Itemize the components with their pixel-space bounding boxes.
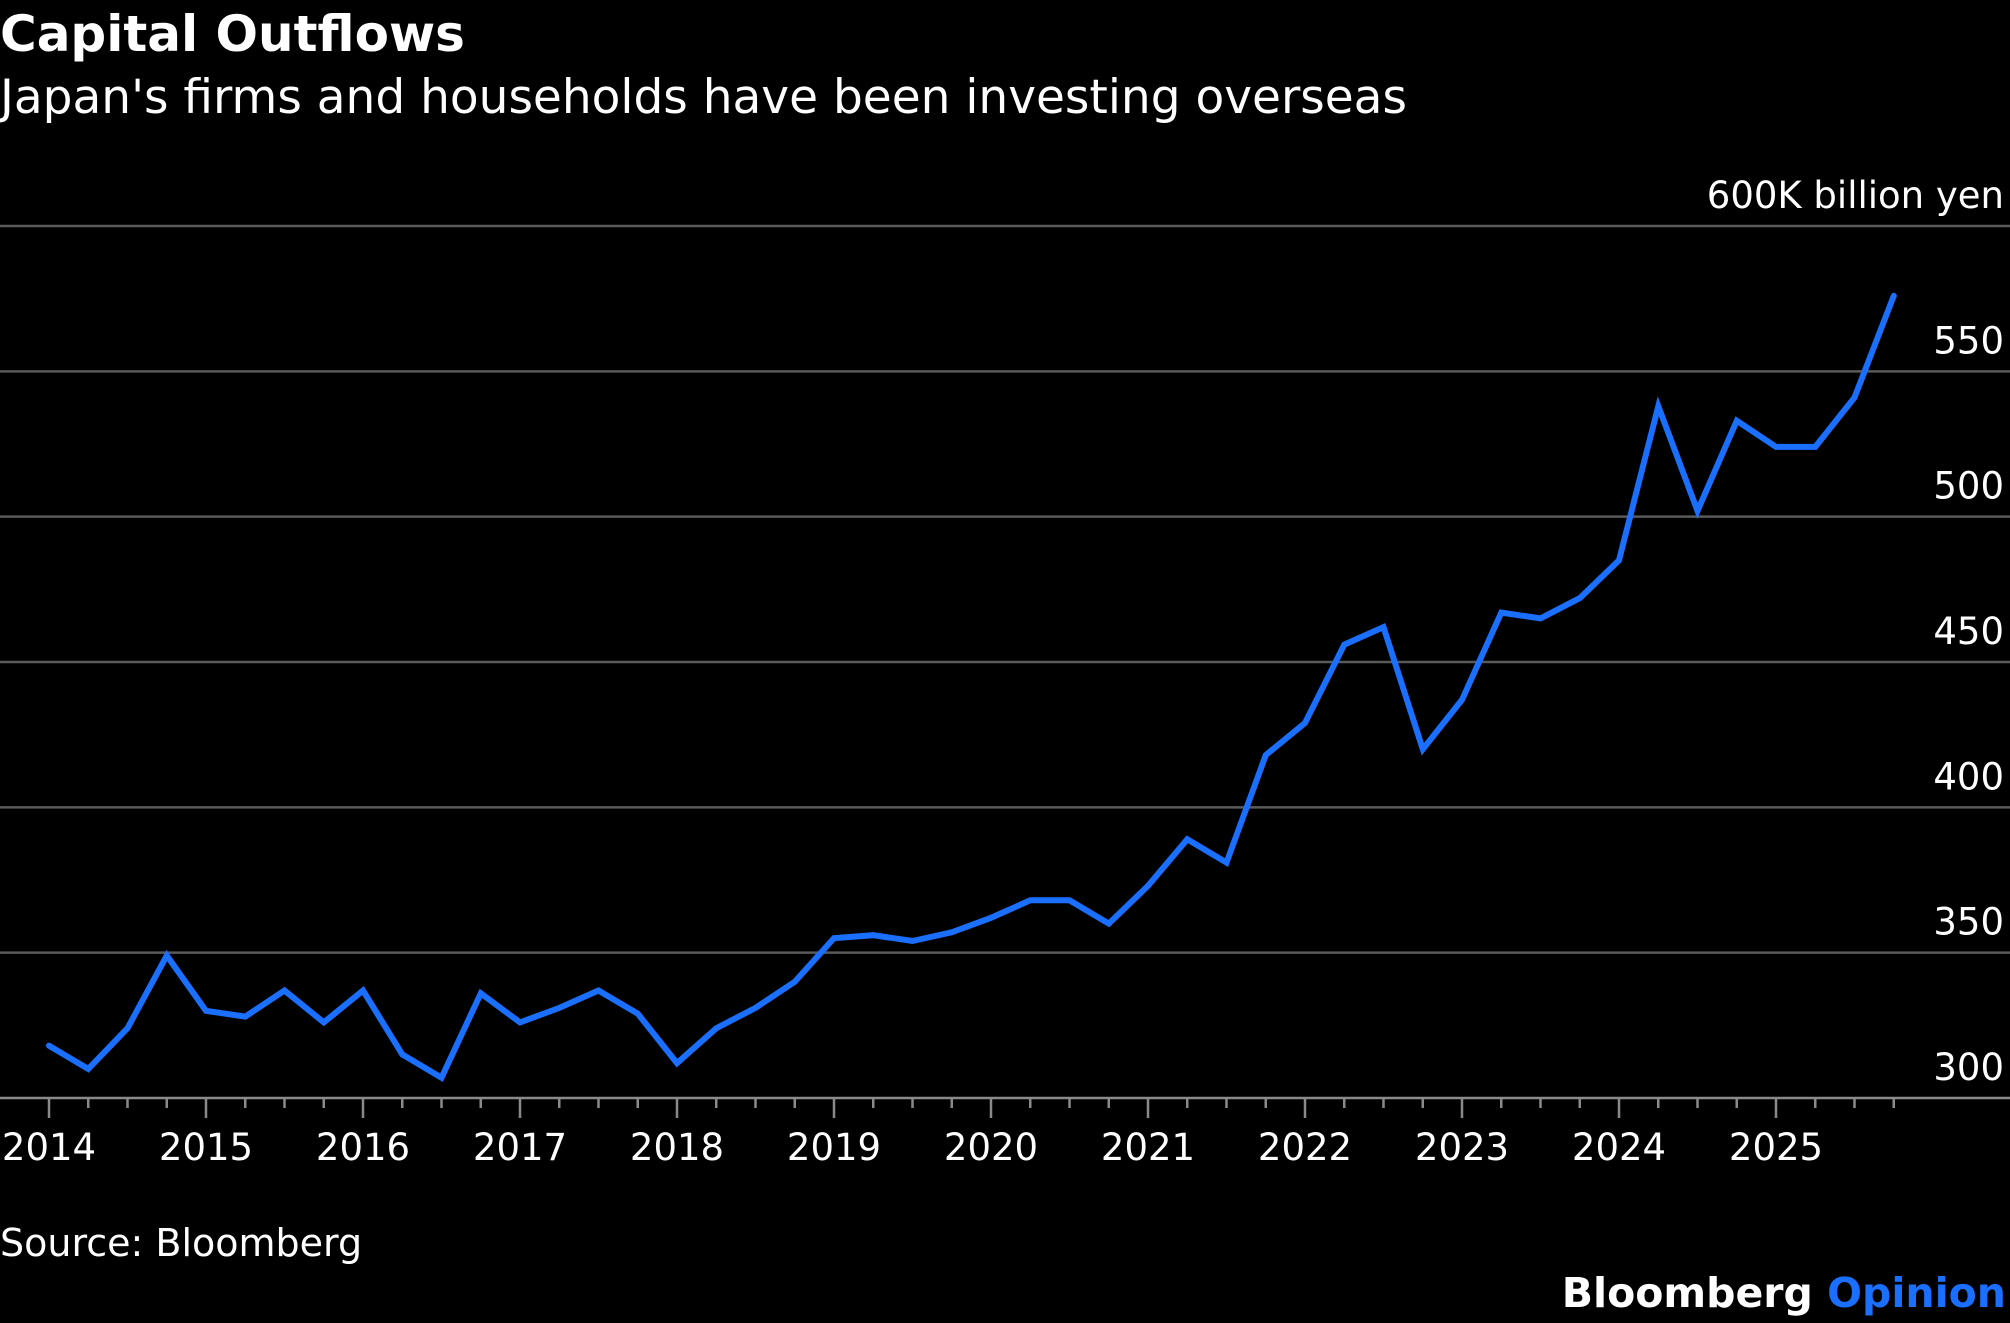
data-point-2023-Q4 xyxy=(1577,595,1583,601)
y-tick-label-300: 300 xyxy=(1933,1046,2004,1089)
series-layer xyxy=(46,292,1897,1082)
data-point-2016-Q3 xyxy=(439,1075,445,1081)
data-point-2021-Q1 xyxy=(1145,883,1151,889)
data-point-2021-Q2 xyxy=(1184,836,1190,842)
y-tick-label-500: 500 xyxy=(1933,465,2004,508)
data-point-2018-Q2 xyxy=(713,1025,719,1031)
data-point-2017-Q2 xyxy=(556,1005,562,1011)
y-tick-label-400: 400 xyxy=(1933,755,2004,798)
brand-opinion: Opinion xyxy=(1827,1269,2006,1317)
data-point-2016-Q2 xyxy=(399,1051,405,1057)
data-point-2019-Q2 xyxy=(870,932,876,938)
data-point-2024-Q4 xyxy=(1734,418,1740,424)
data-point-2015-Q2 xyxy=(242,1014,248,1020)
x-tick-label-2019: 2019 xyxy=(787,1126,881,1169)
data-point-2024-Q1 xyxy=(1616,557,1622,563)
data-point-2016-Q4 xyxy=(478,990,484,996)
data-point-2017-Q1 xyxy=(517,1019,523,1025)
data-point-2025-Q2 xyxy=(1812,444,1818,450)
data-point-2016-Q1 xyxy=(360,987,366,993)
chart-title: Capital Outflows xyxy=(0,5,465,63)
data-point-2014-Q3 xyxy=(125,1025,131,1031)
data-point-2014-Q1 xyxy=(46,1043,52,1049)
data-point-2023-Q2 xyxy=(1498,610,1504,616)
brand-logo: Bloomberg Opinion xyxy=(1562,1265,2006,1321)
y-tick-label-600: 600K billion yen xyxy=(1707,174,2004,217)
x-tick-label-2020: 2020 xyxy=(944,1126,1038,1169)
data-point-2015-Q3 xyxy=(282,987,288,993)
data-point-2022-Q2 xyxy=(1341,642,1347,648)
x-tick-label-2024: 2024 xyxy=(1572,1126,1666,1169)
data-point-2025-Q3 xyxy=(1852,394,1858,400)
data-point-2022-Q4 xyxy=(1420,746,1426,752)
data-point-2018-Q1 xyxy=(674,1060,680,1066)
brand-name: Bloomberg xyxy=(1561,1269,1813,1317)
series-line-0 xyxy=(46,292,1897,1082)
y-axis-tick-labels: 600K billion yen 550 500 450 400 350 300 xyxy=(1707,174,2004,1089)
data-point-2025-Q4 xyxy=(1891,293,1897,299)
gridlines xyxy=(0,224,2010,954)
data-point-2020-Q3 xyxy=(1067,897,1073,903)
data-point-2020-Q1 xyxy=(988,915,994,921)
chart-subtitle: Japan's firms and households have been i… xyxy=(0,70,1407,125)
x-tick-label-2021: 2021 xyxy=(1101,1126,1195,1169)
x-tick-label-2022: 2022 xyxy=(1258,1126,1352,1169)
x-tick-label-2015: 2015 xyxy=(159,1126,253,1169)
data-point-2015-Q1 xyxy=(203,1008,209,1014)
source-note: Source: Bloomberg xyxy=(0,1221,363,1265)
data-point-2024-Q3 xyxy=(1695,508,1701,514)
x-axis xyxy=(0,1096,2010,1118)
data-point-2020-Q4 xyxy=(1106,921,1112,927)
data-point-2021-Q3 xyxy=(1224,860,1230,866)
data-point-2014-Q2 xyxy=(85,1066,91,1072)
data-point-2023-Q1 xyxy=(1459,697,1465,703)
y-tick-label-550: 550 xyxy=(1933,319,2004,362)
x-axis-tick-labels: 2014 2015 2016 2017 2018 2019 2020 2021 2022 2023… xyxy=(2,1126,1823,1169)
data-point-2017-Q3 xyxy=(596,987,602,993)
data-point-2015-Q4 xyxy=(321,1019,327,1025)
y-tick-label-350: 350 xyxy=(1933,901,2004,944)
data-point-2014-Q4 xyxy=(164,953,170,959)
x-tick-label-2017: 2017 xyxy=(473,1126,567,1169)
data-point-2019-Q4 xyxy=(949,929,955,935)
x-tick-label-2016: 2016 xyxy=(316,1126,410,1169)
x-tick-label-2023: 2023 xyxy=(1415,1126,1509,1169)
data-point-2025-Q1 xyxy=(1773,444,1779,450)
data-point-2021-Q4 xyxy=(1263,752,1269,758)
data-point-2023-Q3 xyxy=(1538,615,1544,621)
y-tick-label-450: 450 xyxy=(1933,610,2004,653)
data-point-2017-Q4 xyxy=(635,1011,641,1017)
data-point-2020-Q2 xyxy=(1027,897,1033,903)
data-point-2018-Q3 xyxy=(753,1005,759,1011)
x-tick-label-2014: 2014 xyxy=(2,1126,96,1169)
x-tick-label-2018: 2018 xyxy=(630,1126,724,1169)
data-point-2024-Q2 xyxy=(1655,403,1661,409)
data-point-2018-Q4 xyxy=(792,979,798,985)
data-point-2019-Q1 xyxy=(831,935,837,941)
data-point-2022-Q1 xyxy=(1302,720,1308,726)
data-point-2022-Q3 xyxy=(1381,624,1387,630)
data-point-2019-Q3 xyxy=(910,938,916,944)
x-tick-label-2025: 2025 xyxy=(1729,1126,1823,1169)
